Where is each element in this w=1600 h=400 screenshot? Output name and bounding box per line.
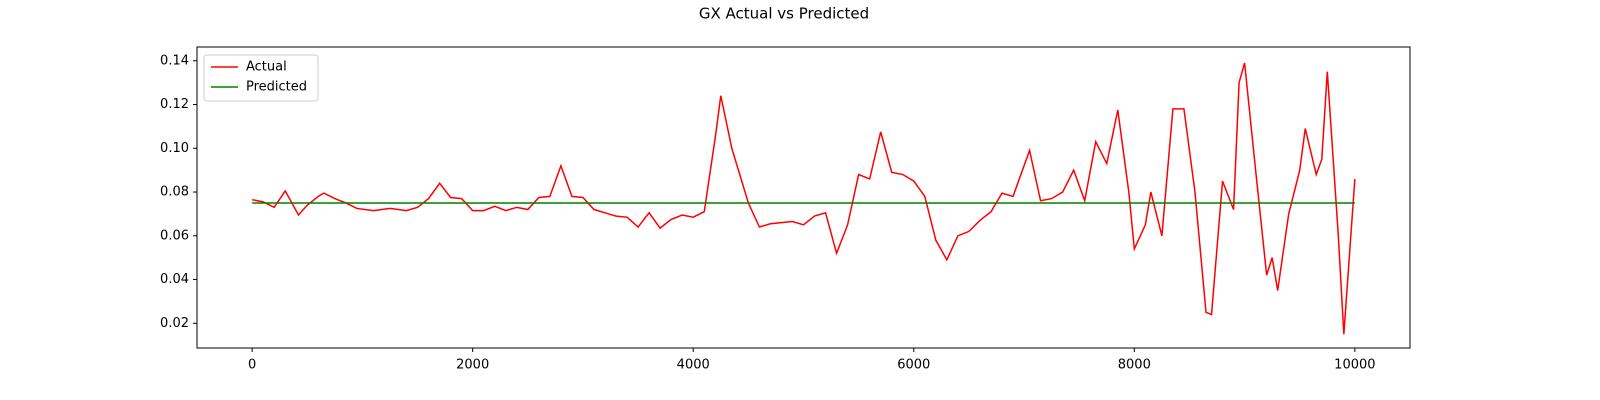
x-tick-label: 6000 — [897, 358, 930, 373]
y-tick-label: 0.02 — [160, 316, 189, 331]
plot-frame — [196, 46, 1411, 349]
x-tick-label: 0 — [248, 358, 256, 373]
line — [251, 62, 1356, 335]
y-tick-label: 0.14 — [160, 53, 189, 68]
x-tick-label: 8000 — [1118, 358, 1151, 373]
x-tick-label: 4000 — [677, 358, 710, 373]
chart-title: GX Actual vs Predicted — [699, 5, 869, 23]
legend-label: Predicted — [246, 80, 307, 95]
y-tick-label: 0.08 — [160, 185, 189, 200]
y-tick-label: 0.12 — [160, 97, 189, 112]
y-tick-label: 0.06 — [160, 228, 189, 243]
x-tick-label: 10000 — [1334, 358, 1375, 373]
legend-label: Actual — [246, 60, 287, 75]
y-tick-label: 0.04 — [160, 272, 189, 287]
y-tick-label: 0.10 — [160, 141, 189, 156]
x-tick-label: 2000 — [456, 358, 489, 373]
